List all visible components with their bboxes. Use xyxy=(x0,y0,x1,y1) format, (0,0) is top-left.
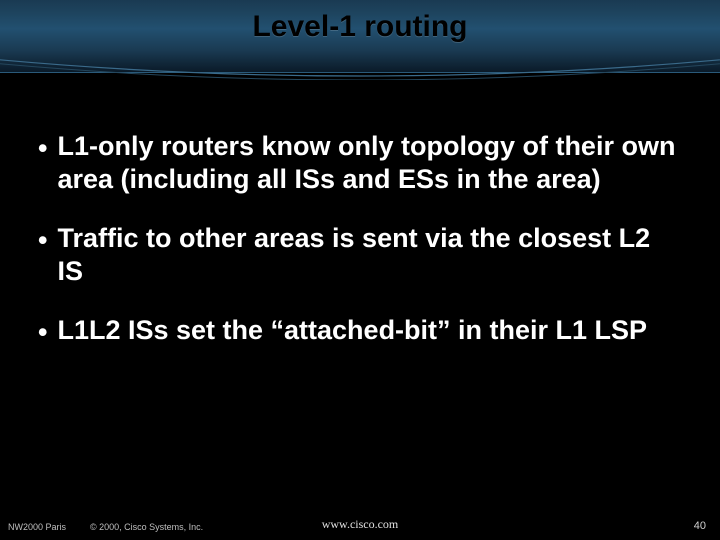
slide-title: Level-1 routing xyxy=(0,10,720,44)
bullet-item: • L1L2 ISs set the “attached-bit” in the… xyxy=(38,314,682,349)
bullet-dot-icon: • xyxy=(38,132,47,165)
footer: NW2000 Paris © 2000, Cisco Systems, Inc.… xyxy=(0,514,720,534)
header-arc xyxy=(0,56,720,80)
bullet-dot-icon: • xyxy=(38,224,47,257)
bullet-text: L1-only routers know only topology of th… xyxy=(57,130,682,196)
footer-url: www.cisco.com xyxy=(0,517,720,532)
footer-page-number: 40 xyxy=(694,520,706,532)
bullet-list: • L1-only routers know only topology of … xyxy=(38,130,682,375)
bullet-dot-icon: • xyxy=(38,316,47,349)
bullet-text: L1L2 ISs set the “attached-bit” in their… xyxy=(57,314,682,347)
slide: Level-1 routing • L1-only routers know o… xyxy=(0,0,720,540)
bullet-item: • Traffic to other areas is sent via the… xyxy=(38,222,682,288)
bullet-text: Traffic to other areas is sent via the c… xyxy=(57,222,682,288)
bullet-item: • L1-only routers know only topology of … xyxy=(38,130,682,196)
